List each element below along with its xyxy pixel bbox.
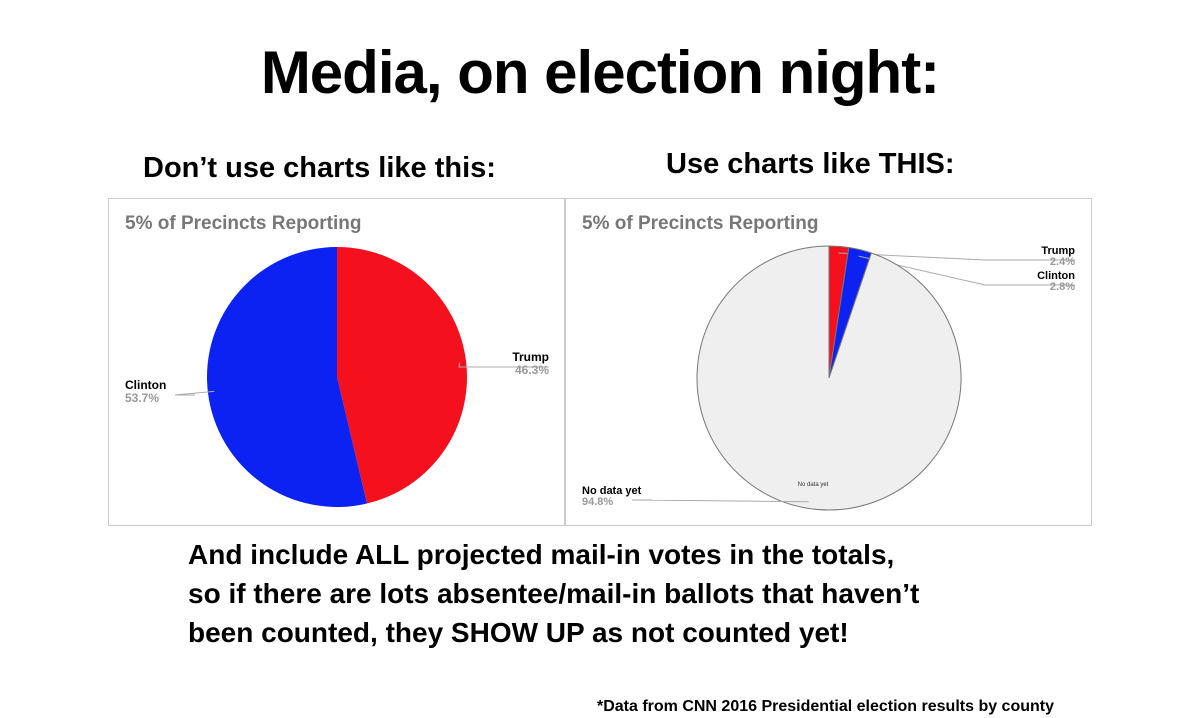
- slice-label: No data yet: [582, 485, 642, 497]
- pie-slice-clinton: [207, 247, 367, 507]
- slice-value: 53.7%: [125, 391, 159, 405]
- inner-label: No data yet: [798, 482, 829, 488]
- right-chart-panel: 5% of Precincts Reporting Trump 2.4% Clint…: [565, 198, 1092, 526]
- body-line: so if there are lots absentee/mail-in ba…: [188, 578, 920, 609]
- slice-label: Clinton: [1037, 270, 1075, 282]
- main-title: Media, on election night:: [260, 39, 940, 106]
- left-heading: Don’t use charts like this:: [143, 152, 496, 184]
- right-heading: Use charts like THIS:: [666, 148, 955, 180]
- footnote: *Data from CNN 2016 Presidential electio…: [596, 698, 1054, 715]
- chart-title: 5% of Precincts Reporting: [582, 213, 819, 234]
- pie-slice-no-data-yet: [696, 245, 962, 511]
- leader-line: [631, 499, 809, 503]
- slice-label: Clinton: [125, 378, 166, 392]
- slice-value: 2.8%: [1050, 281, 1075, 293]
- leader-line: [174, 390, 215, 396]
- body-line: And include ALL projected mail-in votes …: [188, 539, 895, 570]
- slice-value: 2.4%: [1050, 256, 1075, 268]
- body-line: been counted, they SHOW UP as not counte…: [188, 617, 849, 648]
- left-chart-panel: 5% of Precincts Reporting Trump 46.3% Clin…: [108, 198, 565, 526]
- slice-label: Trump: [512, 350, 549, 364]
- slice-value: 94.8%: [582, 496, 613, 508]
- chart-title: 5% of Precincts Reporting: [125, 213, 362, 234]
- leader-line: [458, 362, 549, 368]
- body-text: And include ALL projected mail-in votes …: [188, 535, 919, 652]
- slice-value: 46.3%: [515, 363, 549, 377]
- pie-slice-trump: [337, 247, 468, 504]
- leader-line: [838, 252, 1075, 261]
- leader-line: [858, 255, 1075, 286]
- slice-label: Trump: [1041, 245, 1075, 257]
